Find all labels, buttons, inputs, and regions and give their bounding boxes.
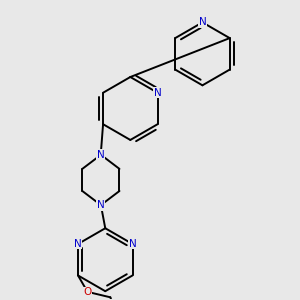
Text: N: N (74, 239, 82, 249)
Text: N: N (97, 200, 105, 210)
Text: N: N (97, 150, 105, 160)
Text: O: O (83, 287, 92, 297)
Text: N: N (154, 88, 161, 98)
Text: N: N (199, 17, 206, 27)
Text: N: N (129, 239, 136, 249)
